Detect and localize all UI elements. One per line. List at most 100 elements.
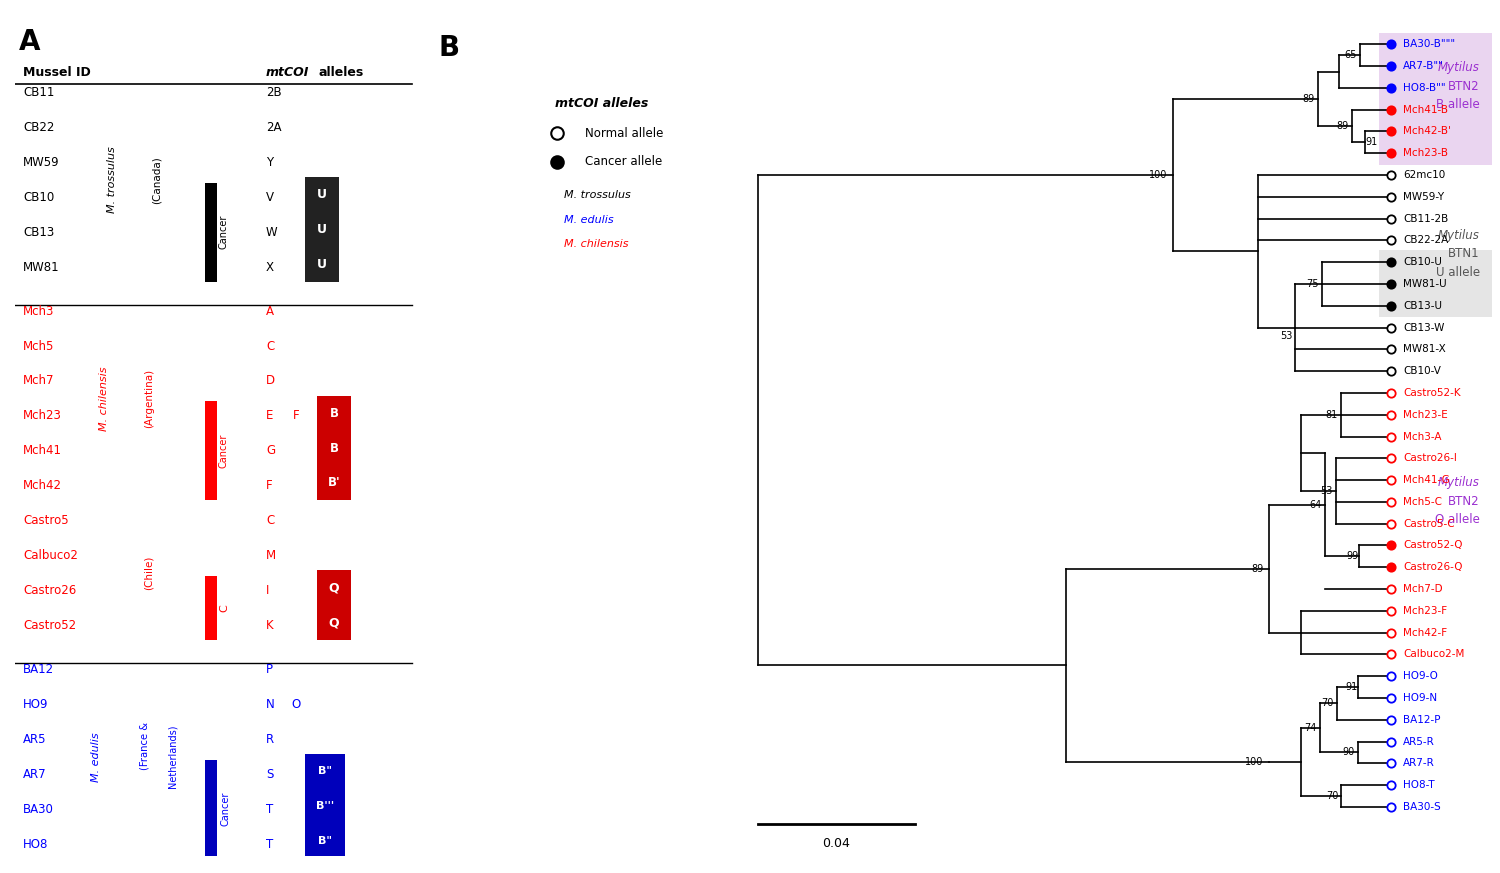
Text: U: U: [316, 223, 327, 236]
Text: Mch41: Mch41: [22, 444, 62, 457]
Text: Normal allele: Normal allele: [585, 127, 663, 140]
Text: 90: 90: [1342, 747, 1354, 758]
Text: Mytilus: Mytilus: [1438, 476, 1479, 489]
Text: Mch5: Mch5: [22, 340, 54, 353]
Text: G: G: [266, 444, 274, 457]
Text: 99: 99: [1346, 552, 1359, 561]
Text: MW81: MW81: [22, 261, 60, 273]
Text: K: K: [266, 619, 273, 632]
Text: CB10: CB10: [22, 191, 54, 203]
Text: Q: Q: [328, 581, 339, 595]
Text: CB11-2B: CB11-2B: [1402, 214, 1449, 223]
Text: CB11: CB11: [22, 86, 54, 99]
Bar: [316, 395, 351, 500]
Text: Calbuco2-M: Calbuco2-M: [1402, 650, 1464, 659]
Text: BTN2: BTN2: [1448, 79, 1479, 93]
Text: AR5-R: AR5-R: [1402, 737, 1435, 746]
Text: AR5: AR5: [22, 732, 46, 746]
Text: M. edulis: M. edulis: [92, 732, 100, 781]
Bar: [316, 570, 351, 640]
Text: 64: 64: [1310, 499, 1322, 510]
Text: 53: 53: [1280, 331, 1293, 341]
Text: B: B: [330, 407, 339, 420]
Text: Calbuco2: Calbuco2: [22, 549, 78, 562]
Text: CB13: CB13: [22, 226, 54, 238]
Text: Cancer allele: Cancer allele: [585, 155, 663, 168]
Text: Mch7: Mch7: [22, 375, 54, 388]
Text: C: C: [266, 514, 274, 527]
Text: CB13-W: CB13-W: [1402, 322, 1444, 333]
Text: MW59-Y: MW59-Y: [1402, 192, 1444, 202]
Text: T: T: [266, 837, 273, 850]
Text: P: P: [266, 663, 273, 676]
Text: 100: 100: [1149, 170, 1167, 180]
Text: CB22: CB22: [22, 121, 54, 134]
Text: Mch42-B': Mch42-B': [1402, 127, 1450, 136]
Text: BA30-B""": BA30-B""": [1402, 39, 1455, 49]
Text: Cancer: Cancer: [220, 792, 230, 826]
Text: HO8-T: HO8-T: [1402, 780, 1434, 790]
Bar: [206, 182, 216, 282]
Bar: [1378, 251, 1500, 318]
Text: A: A: [266, 305, 274, 318]
Text: (France &: (France &: [140, 722, 150, 770]
Text: HO9: HO9: [22, 698, 48, 711]
Text: CB22-2A: CB22-2A: [1402, 236, 1449, 245]
Text: BTN1: BTN1: [1448, 247, 1479, 260]
Text: V: V: [266, 191, 274, 203]
Text: 91: 91: [1346, 682, 1358, 692]
Bar: [206, 402, 216, 500]
Text: M. trossulus: M. trossulus: [564, 190, 630, 201]
Text: HO8-B"": HO8-B"": [1402, 83, 1446, 93]
Text: R: R: [266, 732, 274, 746]
Text: 65: 65: [1346, 50, 1358, 60]
Text: 100: 100: [1245, 757, 1263, 767]
Bar: [206, 760, 216, 859]
Text: 91: 91: [1366, 137, 1378, 148]
Text: Mch23: Mch23: [22, 409, 62, 423]
Text: Mussel ID: Mussel ID: [22, 66, 92, 79]
Text: MW81-U: MW81-U: [1402, 279, 1446, 289]
Text: CB10-U: CB10-U: [1402, 258, 1441, 267]
Text: U: U: [316, 188, 327, 201]
Bar: [206, 576, 216, 640]
Bar: [1378, 32, 1500, 165]
Text: U allele: U allele: [1436, 265, 1479, 278]
Text: 89: 89: [1251, 564, 1263, 574]
Text: 70: 70: [1326, 791, 1338, 801]
Text: Mch23-F: Mch23-F: [1402, 606, 1447, 615]
Text: 70: 70: [1322, 698, 1334, 708]
Text: Castro5-C: Castro5-C: [1402, 519, 1455, 529]
Text: Cancer: Cancer: [219, 215, 230, 250]
Text: CB10-V: CB10-V: [1402, 366, 1441, 376]
Text: alleles: alleles: [320, 66, 364, 79]
Bar: [304, 754, 345, 859]
Text: O: O: [292, 698, 302, 711]
Text: mtCOI: mtCOI: [266, 66, 309, 79]
Text: AR7: AR7: [22, 767, 46, 780]
Text: 89: 89: [1302, 93, 1314, 104]
Text: (Canada): (Canada): [152, 156, 162, 203]
Text: Castro26: Castro26: [22, 584, 76, 597]
Text: BA30-S: BA30-S: [1402, 802, 1441, 812]
Text: F: F: [266, 479, 273, 492]
Text: BA12-P: BA12-P: [1402, 715, 1440, 725]
Text: Mytilus: Mytilus: [1438, 229, 1479, 242]
Text: Mch7-D: Mch7-D: [1402, 584, 1443, 594]
Text: C: C: [219, 604, 230, 612]
Text: B": B": [318, 766, 332, 776]
Text: 75: 75: [1306, 279, 1318, 289]
Text: B: B: [330, 442, 339, 455]
Text: HO9-O: HO9-O: [1402, 671, 1438, 681]
Text: Mch3-A: Mch3-A: [1402, 431, 1441, 442]
Text: 81: 81: [1326, 409, 1338, 420]
Text: X: X: [266, 261, 274, 273]
Text: Castro52-K: Castro52-K: [1402, 388, 1461, 398]
Text: (Chile): (Chile): [144, 556, 153, 590]
Text: BTN2: BTN2: [1448, 494, 1479, 507]
Text: Mch23-E: Mch23-E: [1402, 409, 1447, 420]
Text: B: B: [438, 34, 459, 62]
Text: E: E: [266, 409, 273, 423]
Text: HO8: HO8: [22, 837, 48, 850]
Text: BA12: BA12: [22, 663, 54, 676]
